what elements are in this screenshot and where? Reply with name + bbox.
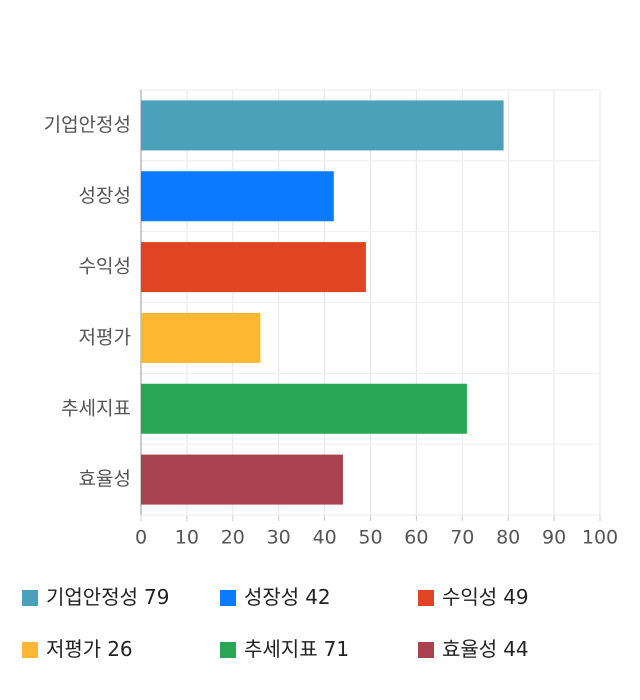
legend-name: 효율성 (442, 637, 497, 661)
y-tick-label: 효율성 (79, 468, 131, 490)
legend-value: 49 (503, 585, 528, 609)
legend-label: 성장성 42 (244, 585, 331, 609)
x-tick-label: 90 (542, 527, 566, 549)
legend-value: 79 (144, 585, 169, 609)
legend-value: 44 (503, 637, 528, 661)
x-tick-label: 0 (135, 527, 147, 549)
legend-name: 기업안정성 (46, 585, 138, 609)
bar (141, 100, 504, 151)
bar (141, 242, 366, 293)
legend-value: 71 (324, 637, 349, 661)
y-tick-label: 추세지표 (61, 397, 131, 419)
x-tick-label: 40 (313, 527, 337, 549)
bar (141, 383, 467, 434)
legend-swatch (22, 590, 38, 606)
legend-name: 저평가 (46, 637, 101, 661)
legend: 기업안정성 79 성장성 42 수익성 49 저평가 26 추세지표 71 효율성 44 (22, 585, 529, 661)
legend-value: 26 (107, 637, 132, 661)
x-tick-label: 20 (221, 527, 245, 549)
x-tick-label: 100 (582, 527, 618, 549)
legend-name: 추세지표 (244, 637, 318, 661)
legend-swatch (22, 642, 38, 658)
legend-swatch (220, 590, 236, 606)
y-tick-label: 성장성 (79, 185, 131, 207)
legend-swatch (418, 590, 434, 606)
x-tick-label: 30 (267, 527, 291, 549)
legend-value: 42 (305, 585, 330, 609)
plot-area: 0 10 20 30 40 50 60 70 80 90 100 기업안정성성장성수익성저평가추세지표… (44, 89, 618, 549)
legend-label: 수익성 49 (442, 585, 529, 609)
legend-name: 성장성 (244, 585, 299, 609)
legend-swatch (418, 642, 434, 658)
y-tick-label: 기업안정성 (44, 114, 131, 136)
x-tick-label: 10 (175, 527, 199, 549)
legend-label: 추세지표 71 (244, 637, 349, 661)
x-tick-label: 70 (450, 527, 474, 549)
y-tick-label: 수익성 (79, 256, 131, 278)
x-tick-label: 60 (404, 527, 428, 549)
legend-label: 효율성 44 (442, 637, 529, 661)
y-tick-label: 저평가 (79, 326, 131, 348)
x-tick-label: 80 (496, 527, 520, 549)
bar (141, 454, 343, 505)
legend-label: 저평가 26 (46, 637, 133, 661)
bar (141, 171, 334, 222)
bar (141, 312, 261, 363)
legend-swatch (220, 642, 236, 658)
legend-label: 기업안정성 79 (46, 585, 169, 609)
legend-name: 수익성 (442, 585, 497, 609)
x-tick-label: 50 (358, 527, 382, 549)
